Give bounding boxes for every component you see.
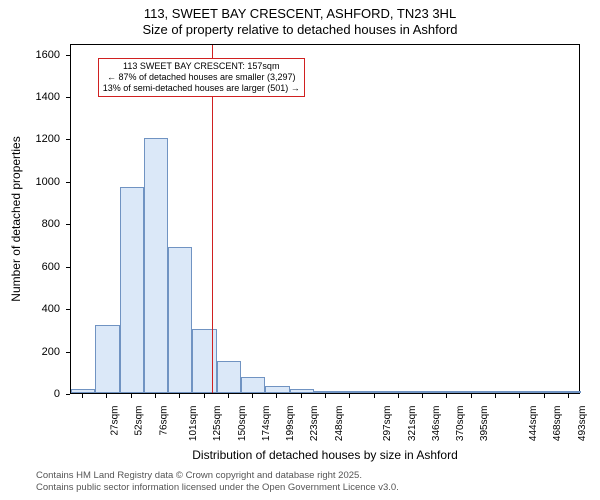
bar xyxy=(192,329,216,393)
x-tick-label: 27sqm xyxy=(110,406,121,436)
x-tick-label: 297sqm xyxy=(382,406,393,442)
bar xyxy=(411,391,435,393)
bar xyxy=(460,391,484,393)
y-tick-mark xyxy=(66,55,70,56)
x-tick-label: 468sqm xyxy=(552,406,563,442)
x-tick-mark xyxy=(446,394,447,398)
x-tick-label: 346sqm xyxy=(431,406,442,442)
x-tick-mark xyxy=(568,394,569,398)
y-tick-label: 0 xyxy=(0,388,60,400)
footer-line-1: Contains HM Land Registry data © Crown c… xyxy=(36,470,600,482)
annotation-line: 13% of semi-detached houses are larger (… xyxy=(103,83,300,94)
x-tick-mark xyxy=(204,394,205,398)
bar xyxy=(362,391,386,393)
bar xyxy=(120,187,144,393)
reference-line xyxy=(212,45,213,393)
x-tick-mark xyxy=(398,394,399,398)
y-tick-label: 200 xyxy=(0,346,60,358)
bar xyxy=(168,247,192,393)
x-tick-label: 174sqm xyxy=(261,406,272,442)
y-tick-label: 800 xyxy=(0,218,60,230)
footer: Contains HM Land Registry data © Crown c… xyxy=(0,470,600,494)
x-tick-mark xyxy=(325,394,326,398)
y-tick-mark xyxy=(66,309,70,310)
plot-area: 113 SWEET BAY CRESCENT: 157sqm← 87% of d… xyxy=(70,44,580,394)
x-tick-mark xyxy=(471,394,472,398)
title-line-1: 113, SWEET BAY CRESCENT, ASHFORD, TN23 3… xyxy=(0,6,600,22)
x-tick-label: 52sqm xyxy=(134,406,145,436)
title-block: 113, SWEET BAY CRESCENT, ASHFORD, TN23 3… xyxy=(0,0,600,39)
bar xyxy=(144,138,168,393)
x-tick-mark xyxy=(374,394,375,398)
y-tick-mark xyxy=(66,224,70,225)
x-tick-mark xyxy=(155,394,156,398)
x-tick-label: 223sqm xyxy=(310,406,321,442)
x-tick-label: 395sqm xyxy=(480,406,491,442)
x-tick-label: 125sqm xyxy=(212,406,223,442)
x-axis-label: Distribution of detached houses by size … xyxy=(70,448,580,462)
x-tick-mark xyxy=(179,394,180,398)
bar xyxy=(435,391,459,393)
x-tick-label: 493sqm xyxy=(577,406,588,442)
x-tick-mark xyxy=(131,394,132,398)
x-tick-label: 101sqm xyxy=(188,406,199,442)
bar xyxy=(314,391,338,393)
y-tick-label: 1000 xyxy=(0,176,60,188)
x-tick-mark xyxy=(106,394,107,398)
bar xyxy=(557,391,581,393)
bar xyxy=(95,325,119,393)
bar xyxy=(387,391,411,393)
y-tick-label: 1400 xyxy=(0,91,60,103)
x-tick-label: 150sqm xyxy=(237,406,248,442)
annotation-line: 113 SWEET BAY CRESCENT: 157sqm xyxy=(103,61,300,72)
bar xyxy=(532,391,556,393)
y-tick-mark xyxy=(66,139,70,140)
x-tick-mark xyxy=(82,394,83,398)
y-tick-label: 600 xyxy=(0,261,60,273)
bar xyxy=(71,389,95,393)
x-tick-mark xyxy=(276,394,277,398)
x-tick-label: 76sqm xyxy=(158,406,169,436)
chart-container: 113, SWEET BAY CRESCENT, ASHFORD, TN23 3… xyxy=(0,0,600,500)
y-tick-mark xyxy=(66,97,70,98)
y-tick-label: 400 xyxy=(0,303,60,315)
y-tick-mark xyxy=(66,352,70,353)
footer-line-2: Contains public sector information licen… xyxy=(36,482,600,494)
bar xyxy=(241,377,265,393)
y-tick-label: 1200 xyxy=(0,133,60,145)
x-tick-mark xyxy=(422,394,423,398)
bar xyxy=(217,361,241,393)
x-tick-mark xyxy=(349,394,350,398)
bar xyxy=(265,386,289,393)
y-tick-mark xyxy=(66,394,70,395)
bar xyxy=(290,389,314,393)
bar xyxy=(508,391,532,393)
x-tick-mark xyxy=(252,394,253,398)
x-tick-mark xyxy=(544,394,545,398)
annotation-line: ← 87% of detached houses are smaller (3,… xyxy=(103,72,300,83)
x-tick-mark xyxy=(495,394,496,398)
x-tick-label: 199sqm xyxy=(285,406,296,442)
bar xyxy=(484,391,508,393)
y-tick-mark xyxy=(66,182,70,183)
bar xyxy=(338,391,362,393)
y-tick-label: 1600 xyxy=(0,49,60,61)
x-tick-mark xyxy=(301,394,302,398)
x-tick-label: 444sqm xyxy=(528,406,539,442)
x-tick-mark xyxy=(519,394,520,398)
x-tick-label: 248sqm xyxy=(334,406,345,442)
x-tick-mark xyxy=(228,394,229,398)
annotation-box: 113 SWEET BAY CRESCENT: 157sqm← 87% of d… xyxy=(98,58,305,97)
y-tick-mark xyxy=(66,267,70,268)
title-line-2: Size of property relative to detached ho… xyxy=(0,22,600,38)
x-tick-label: 321sqm xyxy=(407,406,418,442)
x-tick-label: 370sqm xyxy=(455,406,466,442)
